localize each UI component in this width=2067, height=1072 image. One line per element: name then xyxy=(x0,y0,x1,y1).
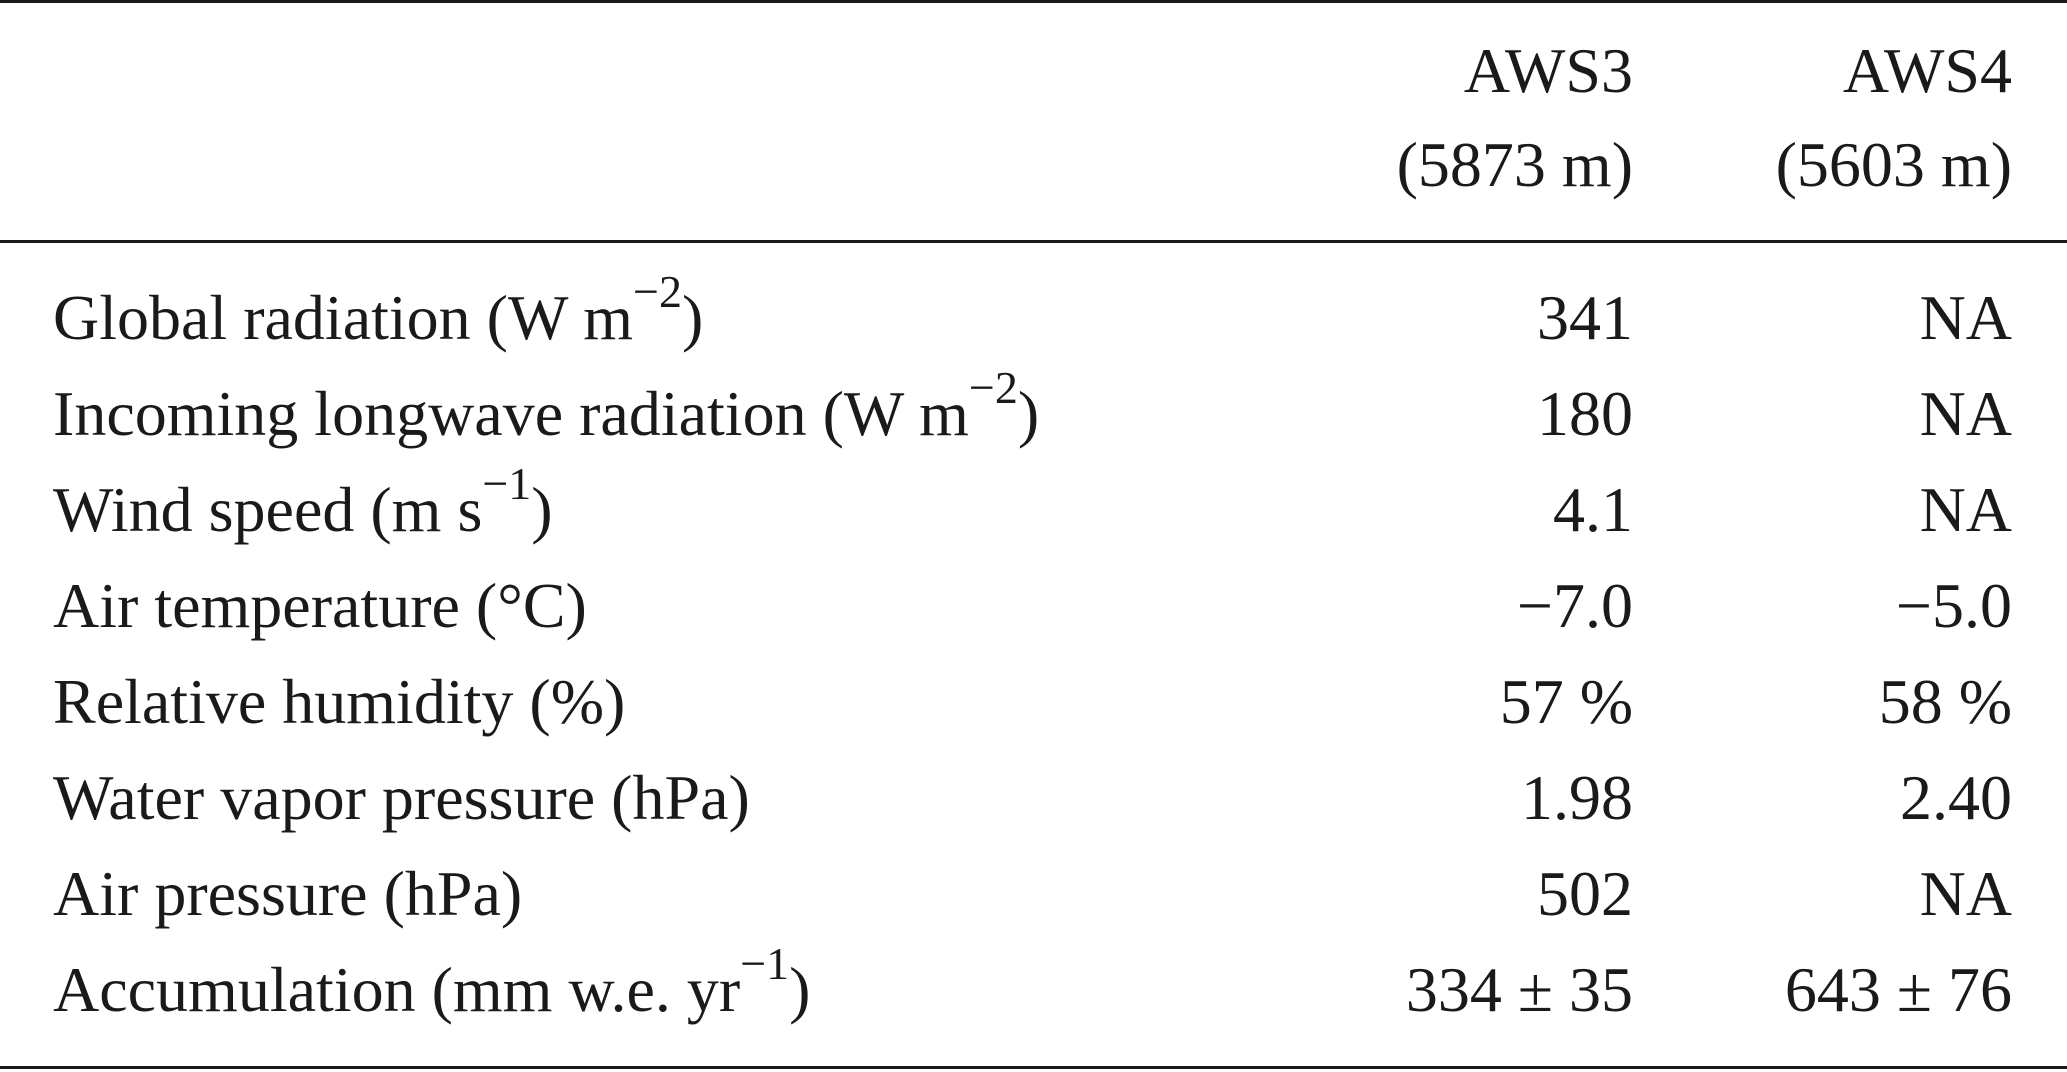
aws4-value: NA xyxy=(1919,282,2012,353)
row-label: Global radiation (W m−2) xyxy=(53,265,704,353)
aws3-value: 4.1 xyxy=(1553,474,1633,545)
table-top-rule xyxy=(0,0,2067,3)
aws4-value: NA xyxy=(1919,474,2012,545)
aws3-value: 57 % xyxy=(1499,666,1633,737)
column-header-aws3: AWS3 xyxy=(1463,35,1633,106)
column-header-aws4: AWS4 xyxy=(1842,35,2012,106)
row-label: Water vapor pressure (hPa) xyxy=(53,762,750,833)
table-row: Water vapor pressure (hPa) 1.98 2.40 xyxy=(0,750,2067,846)
table-row: Incoming longwave radiation (W m−2) 180 … xyxy=(0,361,2067,462)
aws3-value: 1.98 xyxy=(1521,762,1633,833)
table-row: Air temperature (°C) −7.0 −5.0 xyxy=(0,558,2067,654)
aws4-value: 58 % xyxy=(1878,666,2012,737)
aws3-value: 334 ± 35 xyxy=(1405,954,1633,1025)
aws4-value: 2.40 xyxy=(1900,762,2012,833)
aws3-value: 502 xyxy=(1537,858,1633,929)
aws4-value: 643 ± 76 xyxy=(1784,954,2012,1025)
column-header-aws4-elevation: (5603 m) xyxy=(1775,129,2012,200)
row-label: Wind speed (m s−1) xyxy=(53,457,553,545)
table-header-rule xyxy=(0,240,2067,243)
row-label: Incoming longwave radiation (W m−2) xyxy=(53,361,1040,449)
table-row: Air pressure (hPa) 502 NA xyxy=(0,846,2067,942)
row-label: Accumulation (mm w.e. yr−1) xyxy=(53,937,811,1025)
aws4-value: NA xyxy=(1919,378,2012,449)
aws4-value: NA xyxy=(1919,858,2012,929)
row-label: Relative humidity (%) xyxy=(53,666,626,737)
table-body: Global radiation (W m−2) 341 NA Incoming… xyxy=(0,265,2067,1038)
column-header-aws3-elevation: (5873 m) xyxy=(1396,129,1633,200)
table-row: Global radiation (W m−2) 341 NA xyxy=(0,265,2067,366)
table-bottom-rule xyxy=(0,1066,2067,1069)
table-row: Wind speed (m s−1) 4.1 NA xyxy=(0,457,2067,558)
aws3-value: −7.0 xyxy=(1516,570,1633,641)
row-label: Air pressure (hPa) xyxy=(53,858,523,929)
aws4-value: −5.0 xyxy=(1895,570,2012,641)
table-row: Accumulation (mm w.e. yr−1) 334 ± 35 643… xyxy=(0,937,2067,1038)
row-label: Air temperature (°C) xyxy=(53,570,587,641)
aws3-value: 341 xyxy=(1537,282,1633,353)
table-row: Relative humidity (%) 57 % 58 % xyxy=(0,654,2067,750)
aws3-value: 180 xyxy=(1537,378,1633,449)
